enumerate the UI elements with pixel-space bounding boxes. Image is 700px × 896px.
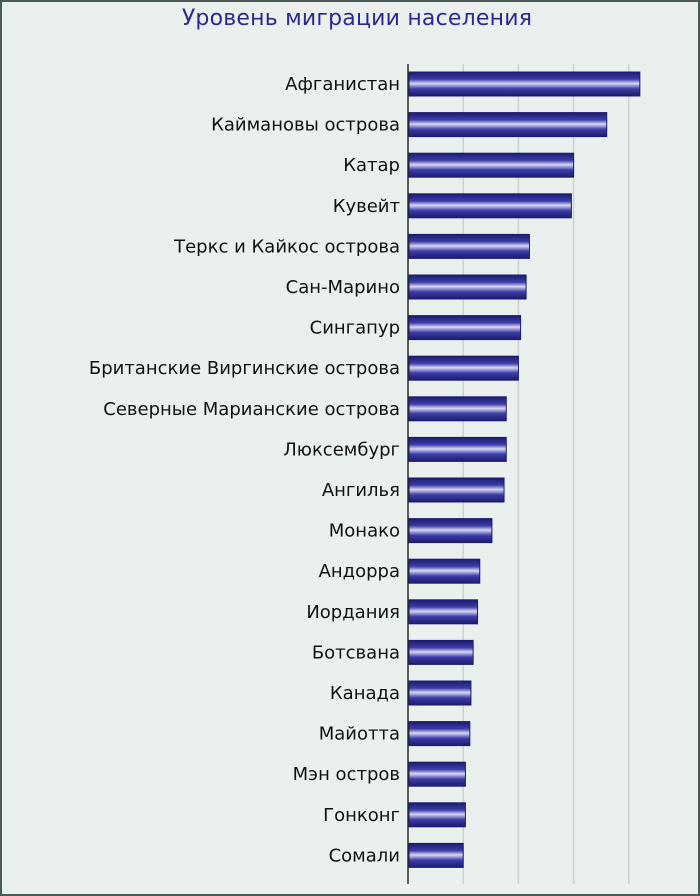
category-label: Канада (330, 683, 400, 704)
bar (408, 71, 641, 97)
category-label: Афганистан (285, 74, 400, 95)
category-label: Британские Виргинские острова (89, 358, 400, 379)
category-label: Ботсвана (312, 642, 400, 663)
category-label: Андорра (319, 561, 400, 582)
category-label: Катар (343, 155, 400, 176)
bar (408, 721, 471, 747)
category-label: Каймановы острова (211, 115, 400, 136)
category-label: Северные Марианские острова (103, 399, 400, 420)
bar (408, 355, 519, 381)
bar (408, 680, 472, 706)
bar (408, 315, 522, 341)
bar (408, 639, 474, 665)
category-label: Теркс и Кайкос острова (173, 236, 400, 257)
bar (408, 436, 507, 462)
category-label: Монако (329, 521, 400, 542)
bar (408, 558, 481, 584)
chart-title: Уровень миграции населения (181, 6, 533, 31)
bar (408, 233, 530, 259)
category-label: Мэн остров (293, 764, 400, 785)
bar (408, 761, 466, 787)
bar (408, 802, 466, 828)
bar (408, 112, 608, 138)
bar (408, 152, 575, 178)
bar (408, 599, 479, 625)
bar (408, 274, 527, 300)
category-label: Сомали (329, 845, 400, 866)
category-label: Гонконг (323, 805, 400, 826)
category-label: Люксембург (283, 439, 400, 460)
category-label: Иордания (306, 602, 400, 623)
bar (408, 193, 572, 219)
bar (408, 518, 493, 544)
bar (408, 396, 507, 422)
bars (408, 71, 641, 868)
category-label: Ангилья (322, 480, 400, 501)
category-label: Сан-Марино (286, 277, 400, 298)
category-label: Кувейт (333, 196, 400, 217)
gridlines (462, 64, 630, 884)
bar (408, 842, 464, 868)
bar (408, 477, 505, 503)
category-labels: Афганистан Каймановы острова Катар Кувейт Те… (89, 74, 400, 866)
category-label: Сингапур (310, 318, 400, 339)
category-label: Майотта (319, 724, 400, 745)
